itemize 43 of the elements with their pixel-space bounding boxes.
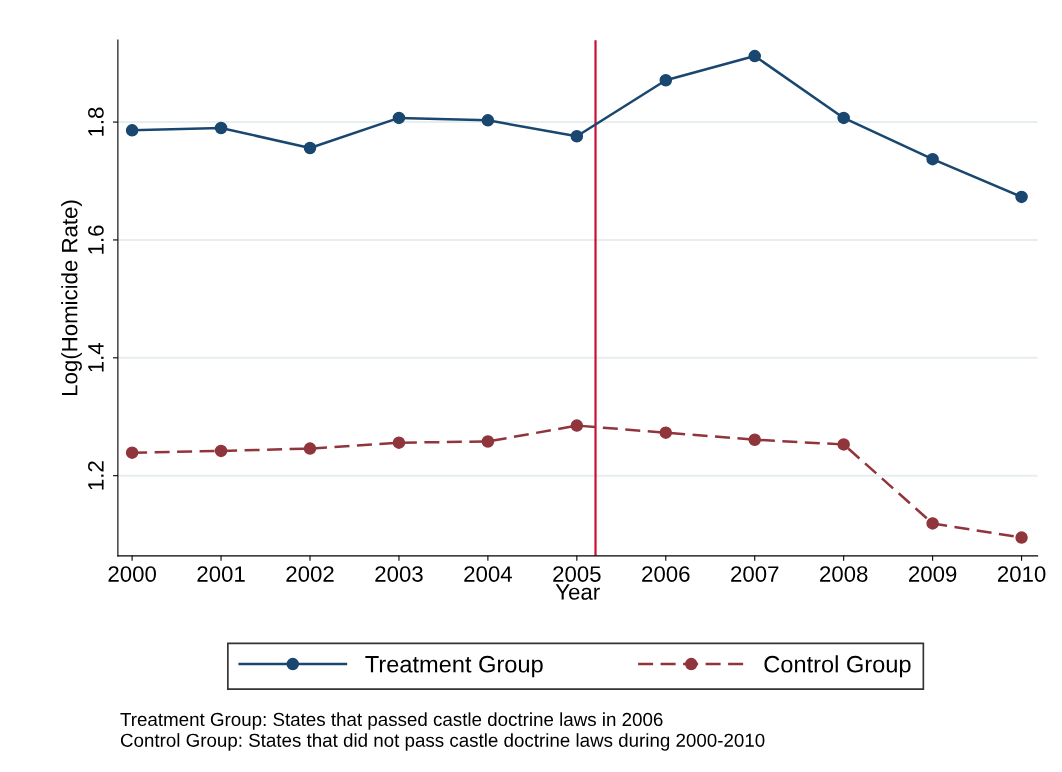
x-tick-label: 2002 bbox=[286, 566, 334, 582]
point bbox=[303, 141, 317, 155]
point bbox=[214, 444, 228, 458]
y-tick-label: 1.6 bbox=[88, 225, 104, 254]
point bbox=[481, 114, 495, 127]
point bbox=[125, 446, 139, 459]
point bbox=[748, 49, 761, 63]
point bbox=[570, 129, 584, 143]
point bbox=[837, 111, 850, 125]
x-tick-label: 2005 bbox=[553, 566, 601, 582]
point bbox=[392, 436, 406, 449]
text: Control Group: States that did not pass castle doctrine laws during 2000-2010 bbox=[120, 733, 765, 751]
point bbox=[659, 426, 673, 439]
x-tick-label: 2010 bbox=[997, 566, 1046, 582]
x-tick-label: 2003 bbox=[375, 566, 423, 582]
x-tick-label: 2007 bbox=[731, 566, 779, 582]
text: Treatment Group: States that passed castle doctrine laws in 2006 bbox=[120, 712, 663, 730]
point bbox=[926, 517, 939, 530]
point bbox=[392, 111, 406, 125]
point bbox=[748, 433, 761, 446]
point bbox=[837, 438, 850, 451]
y-tick-label: 1.2 bbox=[88, 461, 104, 490]
point bbox=[481, 435, 495, 448]
x-tick-label: 2006 bbox=[642, 566, 690, 582]
x-tick-label: 2000 bbox=[108, 566, 156, 582]
legend-label: Treatment Group bbox=[365, 655, 543, 678]
y-tick-label: 1.8 bbox=[88, 107, 104, 136]
point bbox=[570, 419, 584, 432]
point bbox=[659, 73, 673, 87]
x-tick-label: 2008 bbox=[820, 566, 868, 582]
point bbox=[1015, 531, 1028, 544]
x-axis-title: Year bbox=[555, 584, 600, 600]
x-tick-label: 2004 bbox=[464, 566, 512, 582]
x-tick-label: 2001 bbox=[197, 566, 245, 582]
point bbox=[303, 442, 317, 455]
point bbox=[1015, 190, 1028, 204]
y-axis-title: Log(Homicide Rate) bbox=[61, 200, 82, 395]
legend-label: Control Group bbox=[764, 655, 911, 678]
point bbox=[125, 124, 139, 137]
x-tick-label: 2009 bbox=[909, 566, 957, 582]
point bbox=[926, 152, 939, 166]
point bbox=[214, 121, 228, 135]
y-tick-label: 1.4 bbox=[88, 343, 104, 372]
